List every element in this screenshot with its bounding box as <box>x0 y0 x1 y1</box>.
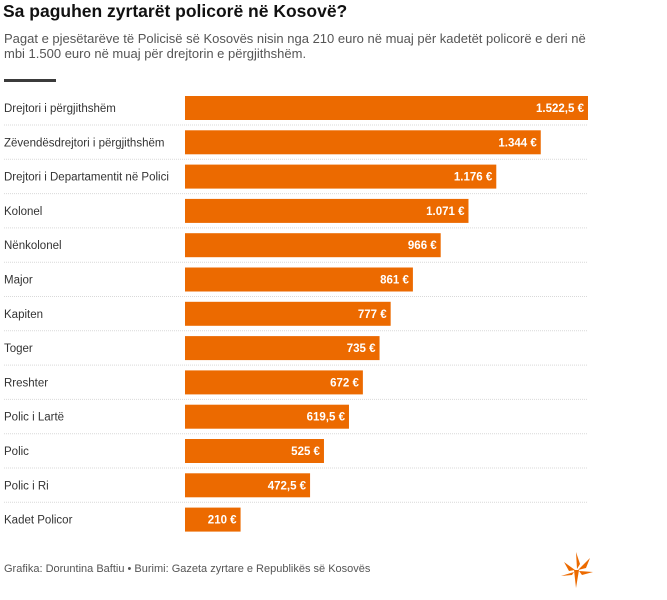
bar <box>185 336 380 361</box>
bar <box>185 370 363 395</box>
bar <box>185 473 311 498</box>
value-label: 861 € <box>380 275 409 287</box>
category-label: Zëvendësdrejtori i përgjithshëm <box>4 137 164 149</box>
bar <box>185 267 413 292</box>
rferl-logo-icon <box>561 552 593 588</box>
value-label: 619,5 € <box>307 412 346 424</box>
bar-chart: Drejtori i përgjithshëm 1.522,5 € Zëvendës… <box>4 96 588 532</box>
chart-title: Sa paguhen zyrtarët policorë në Kosovë? <box>3 1 348 21</box>
bar <box>185 233 441 258</box>
bar <box>185 301 391 326</box>
bar <box>185 507 241 532</box>
category-label: Kapiten <box>4 309 43 321</box>
value-label: 1.176 € <box>454 172 493 184</box>
value-label: 735 € <box>347 343 376 355</box>
category-label: Major <box>4 275 33 287</box>
category-label: Nënkolonel <box>4 240 62 252</box>
category-label: Polic i Lartë <box>4 412 64 424</box>
category-label: Drejtori i Departamentit në Polici <box>4 172 169 184</box>
bar <box>185 96 588 120</box>
category-label: Rreshter <box>4 377 48 389</box>
value-label: 525 € <box>291 446 320 458</box>
value-label: 777 € <box>358 309 387 321</box>
category-label: Polic <box>4 446 29 458</box>
value-label: 472,5 € <box>268 480 307 492</box>
bar <box>185 164 497 189</box>
title-underline <box>4 79 56 82</box>
value-label: 1.522,5 € <box>536 103 585 115</box>
value-label: 672 € <box>330 377 359 389</box>
category-label: Kolonel <box>4 206 42 218</box>
value-label: 210 € <box>208 515 237 527</box>
bar <box>185 404 349 429</box>
bar <box>185 198 469 223</box>
bar <box>185 439 324 463</box>
value-label: 966 € <box>408 240 437 252</box>
category-label: Kadet Policor <box>4 515 73 527</box>
category-label: Toger <box>4 343 33 355</box>
chart-subtitle: Pagat e pjesëtarëve të Policisë së Kosov… <box>4 31 586 61</box>
value-label: 1.071 € <box>426 206 465 218</box>
category-label: Drejtori i përgjithshëm <box>4 103 116 115</box>
value-label: 1.344 € <box>498 137 537 149</box>
category-label: Polic i Ri <box>4 480 49 492</box>
bar <box>185 130 541 155</box>
source-credit: Grafika: Doruntina Baftiu • Burimi: Gaze… <box>4 563 371 575</box>
